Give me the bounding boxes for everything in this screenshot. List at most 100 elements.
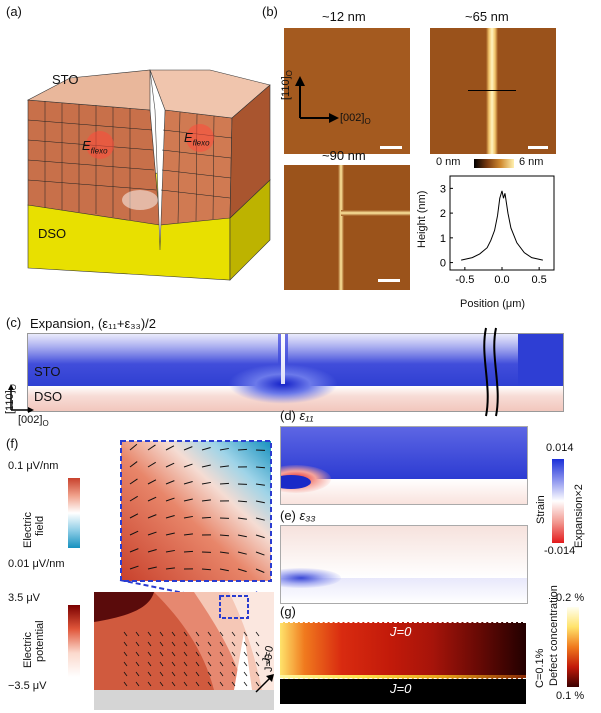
field-arrow xyxy=(165,480,175,485)
electric-field-zoom xyxy=(120,440,272,582)
strain-bar-label: Strain xyxy=(535,495,547,524)
potential-arrow xyxy=(207,651,212,657)
field-arrow xyxy=(129,478,138,485)
potential-arrow xyxy=(159,681,164,687)
c-axis-002: [002]O xyxy=(18,414,49,429)
strain-e33-map xyxy=(280,525,528,604)
afm-colorbar-min: 0 nm xyxy=(436,156,461,168)
field-arrow xyxy=(147,549,157,553)
potential-arrow xyxy=(135,661,140,667)
profile-ytick: 2 xyxy=(440,208,446,220)
afm-ridge-h xyxy=(341,210,410,216)
potential-arrow xyxy=(183,631,188,637)
potential-arrow xyxy=(255,631,260,637)
field-arrow xyxy=(147,444,156,451)
field-arrow xyxy=(183,533,193,536)
potential-arrow xyxy=(207,631,212,637)
profile-xtick: 0.5 xyxy=(531,274,546,286)
field-arrow xyxy=(255,551,265,556)
panel-f-label: (f) xyxy=(6,436,19,451)
field-arrow xyxy=(165,515,175,519)
field-arrow xyxy=(219,534,230,537)
potential-colorbar xyxy=(68,605,80,677)
potential-arrow xyxy=(207,661,212,667)
afm-axis-002: [002]O xyxy=(340,112,371,127)
afm-title-65nm: ~65 nm xyxy=(465,9,509,24)
potential-arrow xyxy=(171,671,176,677)
afm-colorbar xyxy=(474,159,514,168)
pot-label-1: Electric xyxy=(22,631,34,668)
field-arrow xyxy=(201,447,211,451)
field-min: 0.01 μV/nm xyxy=(8,558,65,570)
panel-c-label: (c) xyxy=(6,315,22,330)
field-arrow xyxy=(147,479,157,485)
potential-arrow xyxy=(135,671,140,677)
profile-ylabel: Height (nm) xyxy=(416,190,428,248)
field-arrow xyxy=(129,443,138,451)
potential-arrow xyxy=(231,631,236,637)
field-arrow xyxy=(183,481,193,485)
potential-arrow xyxy=(183,661,188,667)
potential-arrow xyxy=(195,651,200,657)
strain-bar-min: -0.014 xyxy=(544,545,576,557)
profile-xtick: -0.5 xyxy=(455,274,474,286)
potential-arrow xyxy=(171,661,176,667)
potential-arrow xyxy=(231,641,236,647)
field-arrow xyxy=(237,568,247,573)
afm-title-12nm: ~12 nm xyxy=(322,9,366,24)
eflexo-left: Eflexo xyxy=(82,138,108,156)
potential-arrow xyxy=(219,651,224,657)
potential-arrow xyxy=(123,661,128,667)
c-label-g: C=0.1% xyxy=(534,648,546,688)
potential-arrow xyxy=(159,661,164,667)
e33-blue-blob xyxy=(281,568,341,588)
potential-arrow xyxy=(135,631,140,637)
potential-arrow xyxy=(159,651,164,657)
defect-concentration-map xyxy=(280,622,526,704)
panel-c-title: Expansion, (ε₁₁+ε₃₃)/2 xyxy=(30,316,156,331)
field-arrow xyxy=(129,530,139,536)
j0-top: J=0 xyxy=(390,624,412,639)
afm-axis-110: [110]O xyxy=(280,70,295,100)
pot-min: −3.5 μV xyxy=(8,680,47,692)
crack-line xyxy=(281,334,285,384)
panel-g-label: (g) xyxy=(280,604,296,619)
panel-d-label: (d) ε₁₁ xyxy=(280,408,314,423)
potential-arrow xyxy=(147,651,152,657)
field-arrow xyxy=(183,463,193,468)
field-arrow xyxy=(237,534,247,538)
field-arrow xyxy=(255,568,265,573)
potential-arrow xyxy=(255,681,260,687)
defect-sto-region xyxy=(280,622,526,677)
potential-arrow xyxy=(135,681,140,687)
height-profile-plot: 3 2 1 0 -0.5 0.0 0.5 xyxy=(440,175,555,286)
potential-arrow xyxy=(123,681,128,687)
field-arrow xyxy=(147,566,157,570)
potential-arrow xyxy=(123,641,128,647)
field-arrow xyxy=(255,483,265,486)
strain-bar-label2: Expansion×2 xyxy=(573,484,585,548)
potential-arrow xyxy=(255,641,260,647)
field-arrow xyxy=(237,517,247,520)
field-arrow xyxy=(201,516,212,519)
j0-bottom: J=0 xyxy=(390,681,412,696)
sto-top-fade-right xyxy=(288,334,518,364)
field-arrow xyxy=(165,532,175,536)
potential-arrow xyxy=(135,641,140,647)
potential-arrow xyxy=(207,671,212,677)
far-field-block xyxy=(518,334,563,386)
potential-arrow xyxy=(219,631,224,637)
potential-arrow xyxy=(147,671,152,677)
field-arrow xyxy=(129,548,139,553)
panel-e-label: (e) ε₃₃ xyxy=(280,508,316,523)
profile-frame xyxy=(449,175,555,271)
profile-xtick: 0.0 xyxy=(494,274,509,286)
field-arrow xyxy=(219,568,229,572)
potential-arrow xyxy=(171,641,176,647)
field-arrow xyxy=(237,551,247,555)
profile-ytick: 0 xyxy=(440,258,446,270)
afm-image-12nm xyxy=(284,28,410,154)
break-marks xyxy=(483,327,499,417)
defect-bar-min: 0.1 % xyxy=(556,690,585,702)
c-axis-110: [110]O xyxy=(4,384,19,414)
